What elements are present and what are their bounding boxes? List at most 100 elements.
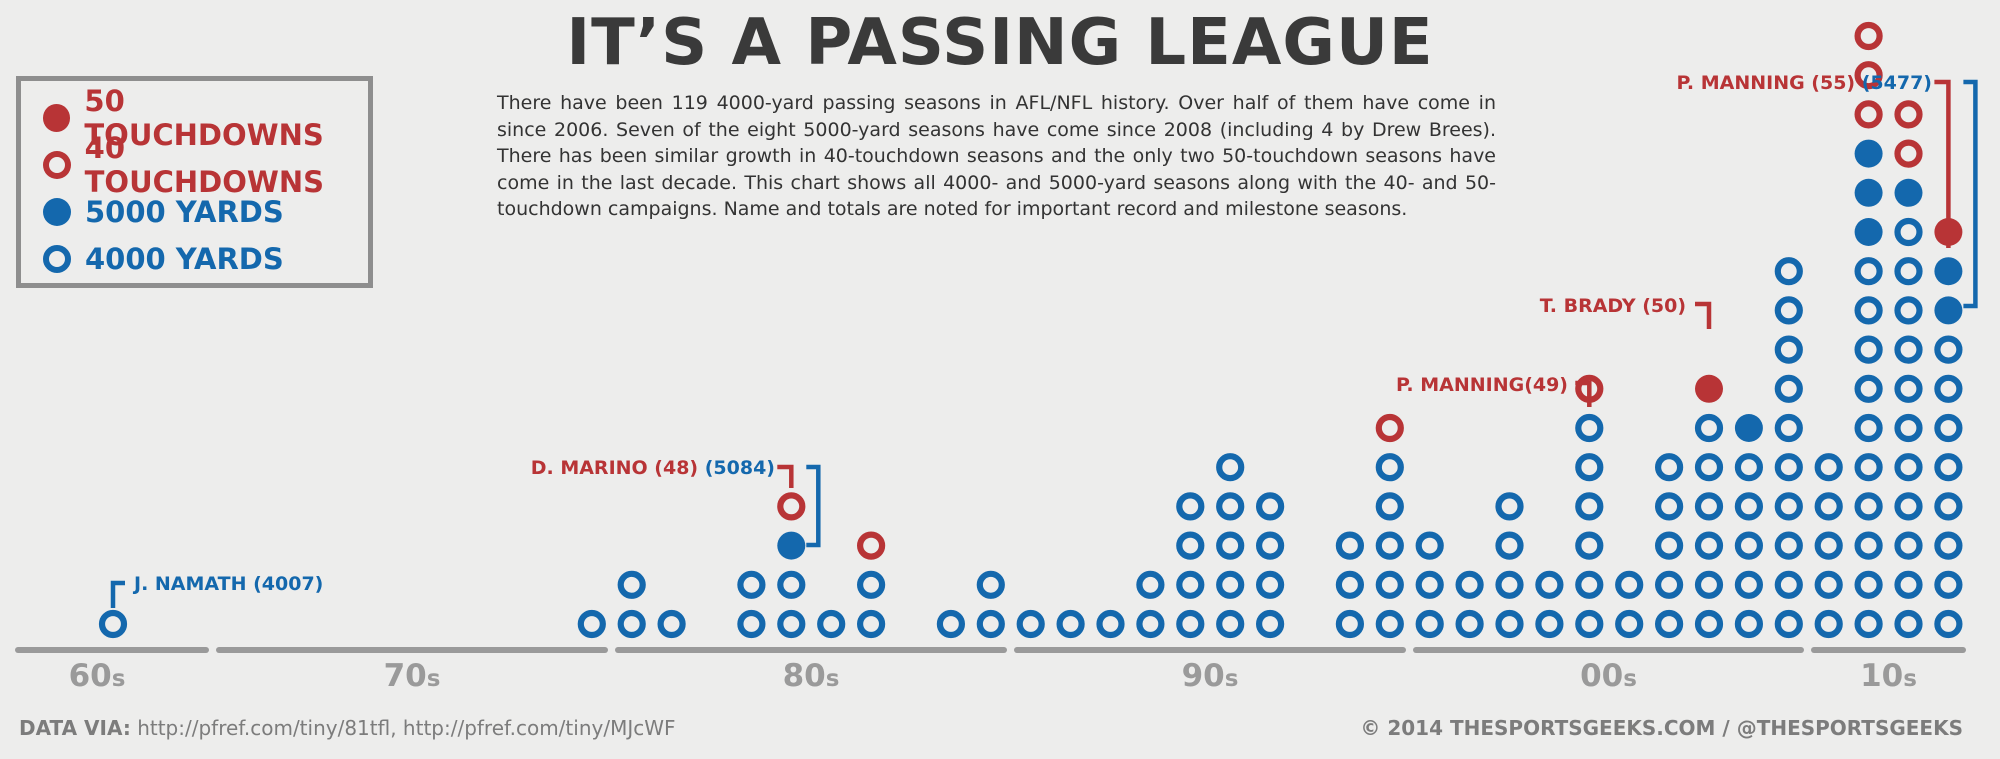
season-4000-yards-marker xyxy=(1375,531,1404,560)
legend-label: 40 TOUCHDOWNS xyxy=(84,131,325,199)
legend-label: 5000 YARDS xyxy=(85,195,284,229)
season-4000-yards-marker xyxy=(1495,609,1524,639)
season-4000-yards-marker xyxy=(1734,492,1764,521)
season-4000-yards-marker xyxy=(1136,570,1165,599)
season-4000-yards-marker xyxy=(1495,492,1524,521)
data-source-label: DATA VIA: xyxy=(19,716,131,740)
season-4000-yards-marker xyxy=(737,609,766,639)
season-4000-yards-marker xyxy=(1575,453,1604,482)
legend-item-4000-yards: 4000 YARDS xyxy=(43,239,284,279)
season-5000-yards-marker xyxy=(1894,178,1923,207)
season-4000-yards-marker xyxy=(1255,531,1285,560)
season-4000-yards-marker xyxy=(1854,335,1883,364)
season-4000-yards-marker xyxy=(1854,296,1883,325)
season-4000-yards-marker xyxy=(1654,531,1684,560)
season-4000-yards-marker xyxy=(1136,609,1165,639)
season-4000-yards-marker xyxy=(1774,413,1803,443)
annotation-bracket xyxy=(777,464,794,488)
season-4000-yards-marker xyxy=(737,570,766,599)
season-4000-yards-marker xyxy=(1934,609,1963,639)
season-4000-yards-marker xyxy=(1176,492,1205,521)
season-4000-yards-marker xyxy=(1774,296,1803,325)
season-4000-yards-marker xyxy=(1575,570,1604,599)
season-4000-yards-marker xyxy=(1934,453,1963,482)
season-4000-yards-marker xyxy=(1854,492,1883,521)
annotation-bracket xyxy=(1575,380,1592,407)
season-4000-yards-marker xyxy=(1894,609,1923,639)
season-4000-yards-marker xyxy=(1694,413,1724,443)
season-4000-yards-marker xyxy=(1894,374,1923,403)
annotation-label: P. MANNING (55) (5477) xyxy=(1676,72,1932,94)
decade-label: 90s xyxy=(1182,658,1239,694)
season-40-td-marker xyxy=(1854,21,1883,51)
season-4000-yards-marker xyxy=(1814,531,1843,560)
ring-red-dot-icon xyxy=(43,151,71,179)
season-4000-yards-marker xyxy=(1894,413,1923,443)
season-4000-yards-marker xyxy=(817,609,846,639)
season-4000-yards-marker xyxy=(1056,609,1085,639)
season-5000-yards-marker xyxy=(1734,414,1763,442)
decade-label: 00s xyxy=(1580,658,1637,694)
season-4000-yards-marker xyxy=(1654,492,1684,521)
season-4000-yards-marker xyxy=(1255,492,1285,521)
season-4000-yards-marker xyxy=(1455,609,1484,639)
season-4000-yards-marker xyxy=(1216,609,1245,639)
chart-description: There have been 119 4000-yard passing se… xyxy=(497,92,1496,220)
season-4000-yards-marker xyxy=(617,609,646,639)
season-4000-yards-marker xyxy=(1854,570,1883,599)
season-4000-yards-marker xyxy=(1734,531,1764,560)
season-4000-yards-marker xyxy=(1216,492,1245,521)
season-4000-yards-marker xyxy=(1854,257,1883,286)
season-4000-yards-marker xyxy=(1455,570,1484,599)
season-4000-yards-marker xyxy=(1854,453,1883,482)
season-40-td-marker xyxy=(777,492,806,521)
data-source: DATA VIA: http://pfref.com/tiny/81tfl, h… xyxy=(19,716,676,740)
legend-item-40-td: 40 TOUCHDOWNS xyxy=(43,131,368,199)
annotation-label: T. BRADY (50) xyxy=(1540,295,1686,317)
season-4000-yards-marker xyxy=(1255,570,1285,599)
season-4000-yards-marker xyxy=(1734,570,1764,599)
season-4000-yards-marker xyxy=(1894,531,1923,560)
season-4000-yards-marker xyxy=(1734,609,1764,639)
season-4000-yards-marker xyxy=(1415,609,1444,639)
season-4000-yards-marker xyxy=(1216,570,1245,599)
season-5000-yards-marker xyxy=(1934,296,1963,325)
season-4000-yards-marker xyxy=(1934,335,1963,364)
season-4000-yards-marker xyxy=(1615,570,1644,599)
season-4000-yards-marker xyxy=(1854,531,1883,560)
season-4000-yards-marker xyxy=(1694,570,1724,599)
annotation-label: P. MANNING(49) xyxy=(1396,374,1568,396)
season-4000-yards-marker xyxy=(1375,570,1404,599)
legend: 50 TOUCHDOWNS 40 TOUCHDOWNS 5000 YARDS 4… xyxy=(16,76,373,288)
season-4000-yards-marker xyxy=(1814,609,1843,639)
season-4000-yards-marker xyxy=(1814,492,1843,521)
season-4000-yards-marker xyxy=(1894,492,1923,521)
annotation-label: D. MARINO (48) (5084) xyxy=(531,457,775,479)
season-4000-yards-marker xyxy=(1774,374,1803,403)
season-4000-yards-marker xyxy=(1774,453,1803,482)
decade-label: 10s xyxy=(1860,658,1917,694)
data-source-links[interactable]: http://pfref.com/tiny/81tfl, http://pfre… xyxy=(137,716,676,740)
decade-label: 70s xyxy=(384,658,441,694)
annotation-label: J. NAMATH (4007) xyxy=(132,573,323,595)
season-4000-yards-marker xyxy=(1934,492,1963,521)
legend-item-5000-yards: 5000 YARDS xyxy=(43,192,284,232)
season-4000-yards-marker xyxy=(1774,257,1803,286)
annotation-bracket xyxy=(1934,79,1951,248)
annotation-bracket xyxy=(110,580,125,608)
season-4000-yards-marker xyxy=(777,570,806,599)
annotation-bracket xyxy=(1695,301,1712,329)
season-4000-yards-marker xyxy=(1535,609,1564,639)
season-4000-yards-marker xyxy=(1854,374,1883,403)
season-4000-yards-marker xyxy=(1615,609,1644,639)
season-4000-yards-marker xyxy=(1654,453,1684,482)
season-4000-yards-marker xyxy=(856,609,886,639)
season-4000-yards-marker xyxy=(1774,531,1803,560)
season-4000-yards-marker xyxy=(1335,609,1365,639)
season-4000-yards-marker xyxy=(1774,492,1803,521)
season-4000-yards-marker xyxy=(1894,296,1923,325)
solid-red-dot-icon xyxy=(43,104,71,132)
season-4000-yards-marker xyxy=(1814,570,1843,599)
